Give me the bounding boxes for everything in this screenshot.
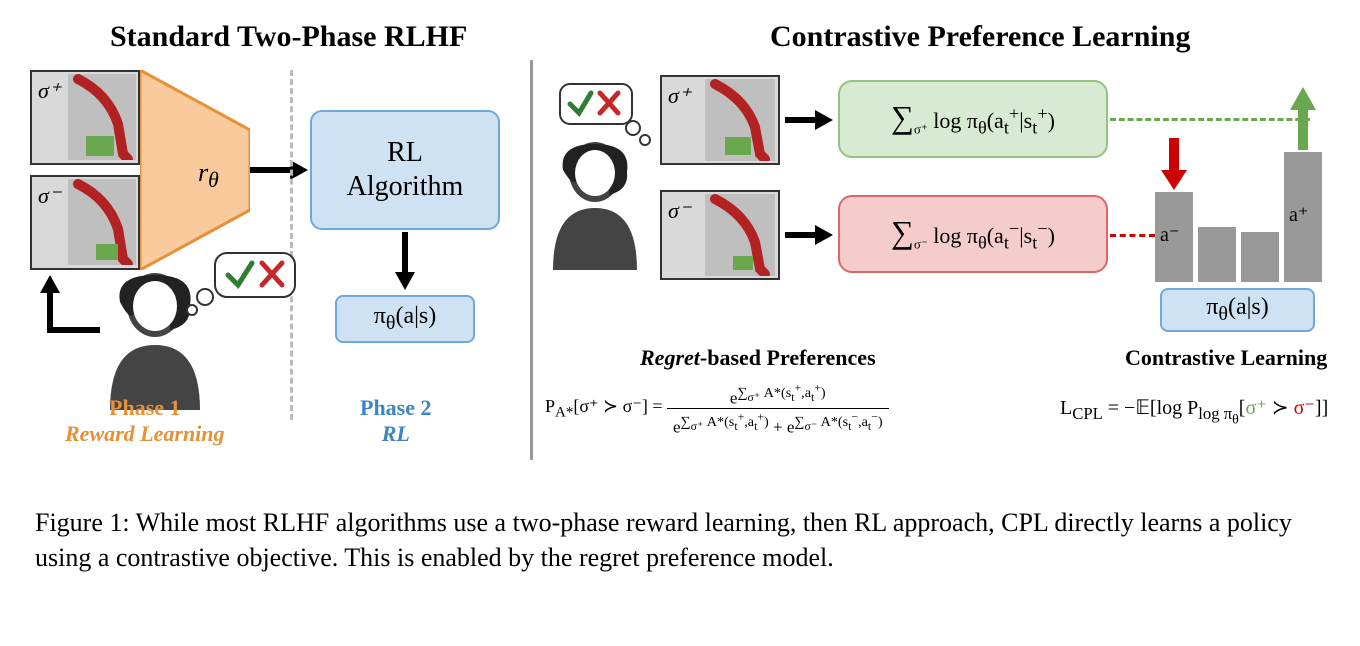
contrastive-formula: LCPL = −𝔼[log Plog πθ[σ⁺ ≻ σ⁻]] — [1060, 395, 1328, 428]
bar-2 — [1241, 232, 1279, 282]
arrow-sigmaminus-to-sum — [785, 220, 835, 250]
robot-img-minus-right — [705, 194, 775, 276]
phase1-line2: Reward Learning — [65, 421, 225, 447]
arrow-rl-to-policy — [390, 232, 420, 292]
arrow-down-icon — [1157, 138, 1191, 193]
phase2-line1: Phase 2 — [360, 395, 432, 421]
bar-label-3: a⁺ — [1289, 202, 1308, 227]
sum-minus-box: ∑σ⁻ log πθ(at−|st−) — [838, 195, 1108, 273]
rl-line1: RL — [347, 136, 464, 170]
right-title: Contrastive Preference Learning — [770, 20, 1190, 54]
sigma-plus-label-right: σ⁺ — [668, 83, 690, 109]
robot-img-plus-left — [68, 74, 136, 160]
regret-formula: PA*[σ⁺ ≻ σ⁻] = e∑σ⁺ A*(st+,at+) e∑σ⁺ A*(… — [545, 380, 1035, 438]
policy-box-right: πθ(a|s) — [1160, 288, 1315, 332]
diagram-canvas: Standard Two-Phase RLHF Contrastive Pref… — [0, 0, 1360, 646]
sigma-plus-label: σ⁺ — [38, 78, 60, 104]
sigma-minus-label: σ⁻ — [38, 183, 60, 209]
robot-img-minus-left — [68, 179, 136, 265]
phase1-line1: Phase 1 — [65, 395, 225, 421]
phase1-label: Phase 1 Reward Learning — [65, 395, 225, 447]
policy-box-left: πθ(a|s) — [335, 295, 475, 343]
contrastive-heading: Contrastive Learning — [1125, 345, 1327, 371]
sigma-minus-label-right: σ⁻ — [668, 198, 690, 224]
human-icon-right — [545, 140, 645, 270]
main-divider — [530, 60, 533, 460]
bar-0: a⁻ — [1155, 192, 1193, 282]
arrow-reward-to-rl — [250, 155, 310, 185]
thought-bubble-left — [180, 245, 300, 325]
arrow-up-icon — [1286, 85, 1320, 150]
figure-caption: Figure 1: While most RLHF algorithms use… — [35, 505, 1325, 575]
phase2-line2: RL — [360, 421, 432, 447]
arrow-sigmaplus-to-sum — [785, 105, 835, 135]
robot-img-plus-right — [705, 79, 775, 161]
bar-label-0: a⁻ — [1160, 222, 1179, 247]
thought-bubble-right — [555, 78, 665, 153]
phase2-label: Phase 2 RL — [360, 395, 432, 447]
regret-heading: Regret-based Preferences — [640, 345, 876, 371]
left-title: Standard Two-Phase RLHF — [110, 20, 467, 54]
sum-plus-formula: ∑σ⁺ log πθ(at+|st+) — [891, 99, 1055, 138]
policy-label-left: πθ(a|s) — [374, 303, 437, 335]
bar-1 — [1198, 227, 1236, 282]
rl-algorithm-box: RL Algorithm — [310, 110, 500, 230]
policy-label-right: πθ(a|s) — [1206, 294, 1269, 326]
bar-3: a⁺ — [1284, 152, 1322, 282]
dash-red-line — [1110, 234, 1155, 237]
reward-trapezoid — [140, 70, 250, 270]
arrow-human-to-sigma — [40, 275, 110, 335]
rl-line2: Algorithm — [347, 170, 464, 204]
sum-minus-formula: ∑σ⁻ log πθ(at−|st−) — [891, 214, 1055, 253]
dash-green-line — [1110, 118, 1310, 121]
r-theta-label: rθ — [198, 158, 219, 193]
sum-plus-box: ∑σ⁺ log πθ(at+|st+) — [838, 80, 1108, 158]
